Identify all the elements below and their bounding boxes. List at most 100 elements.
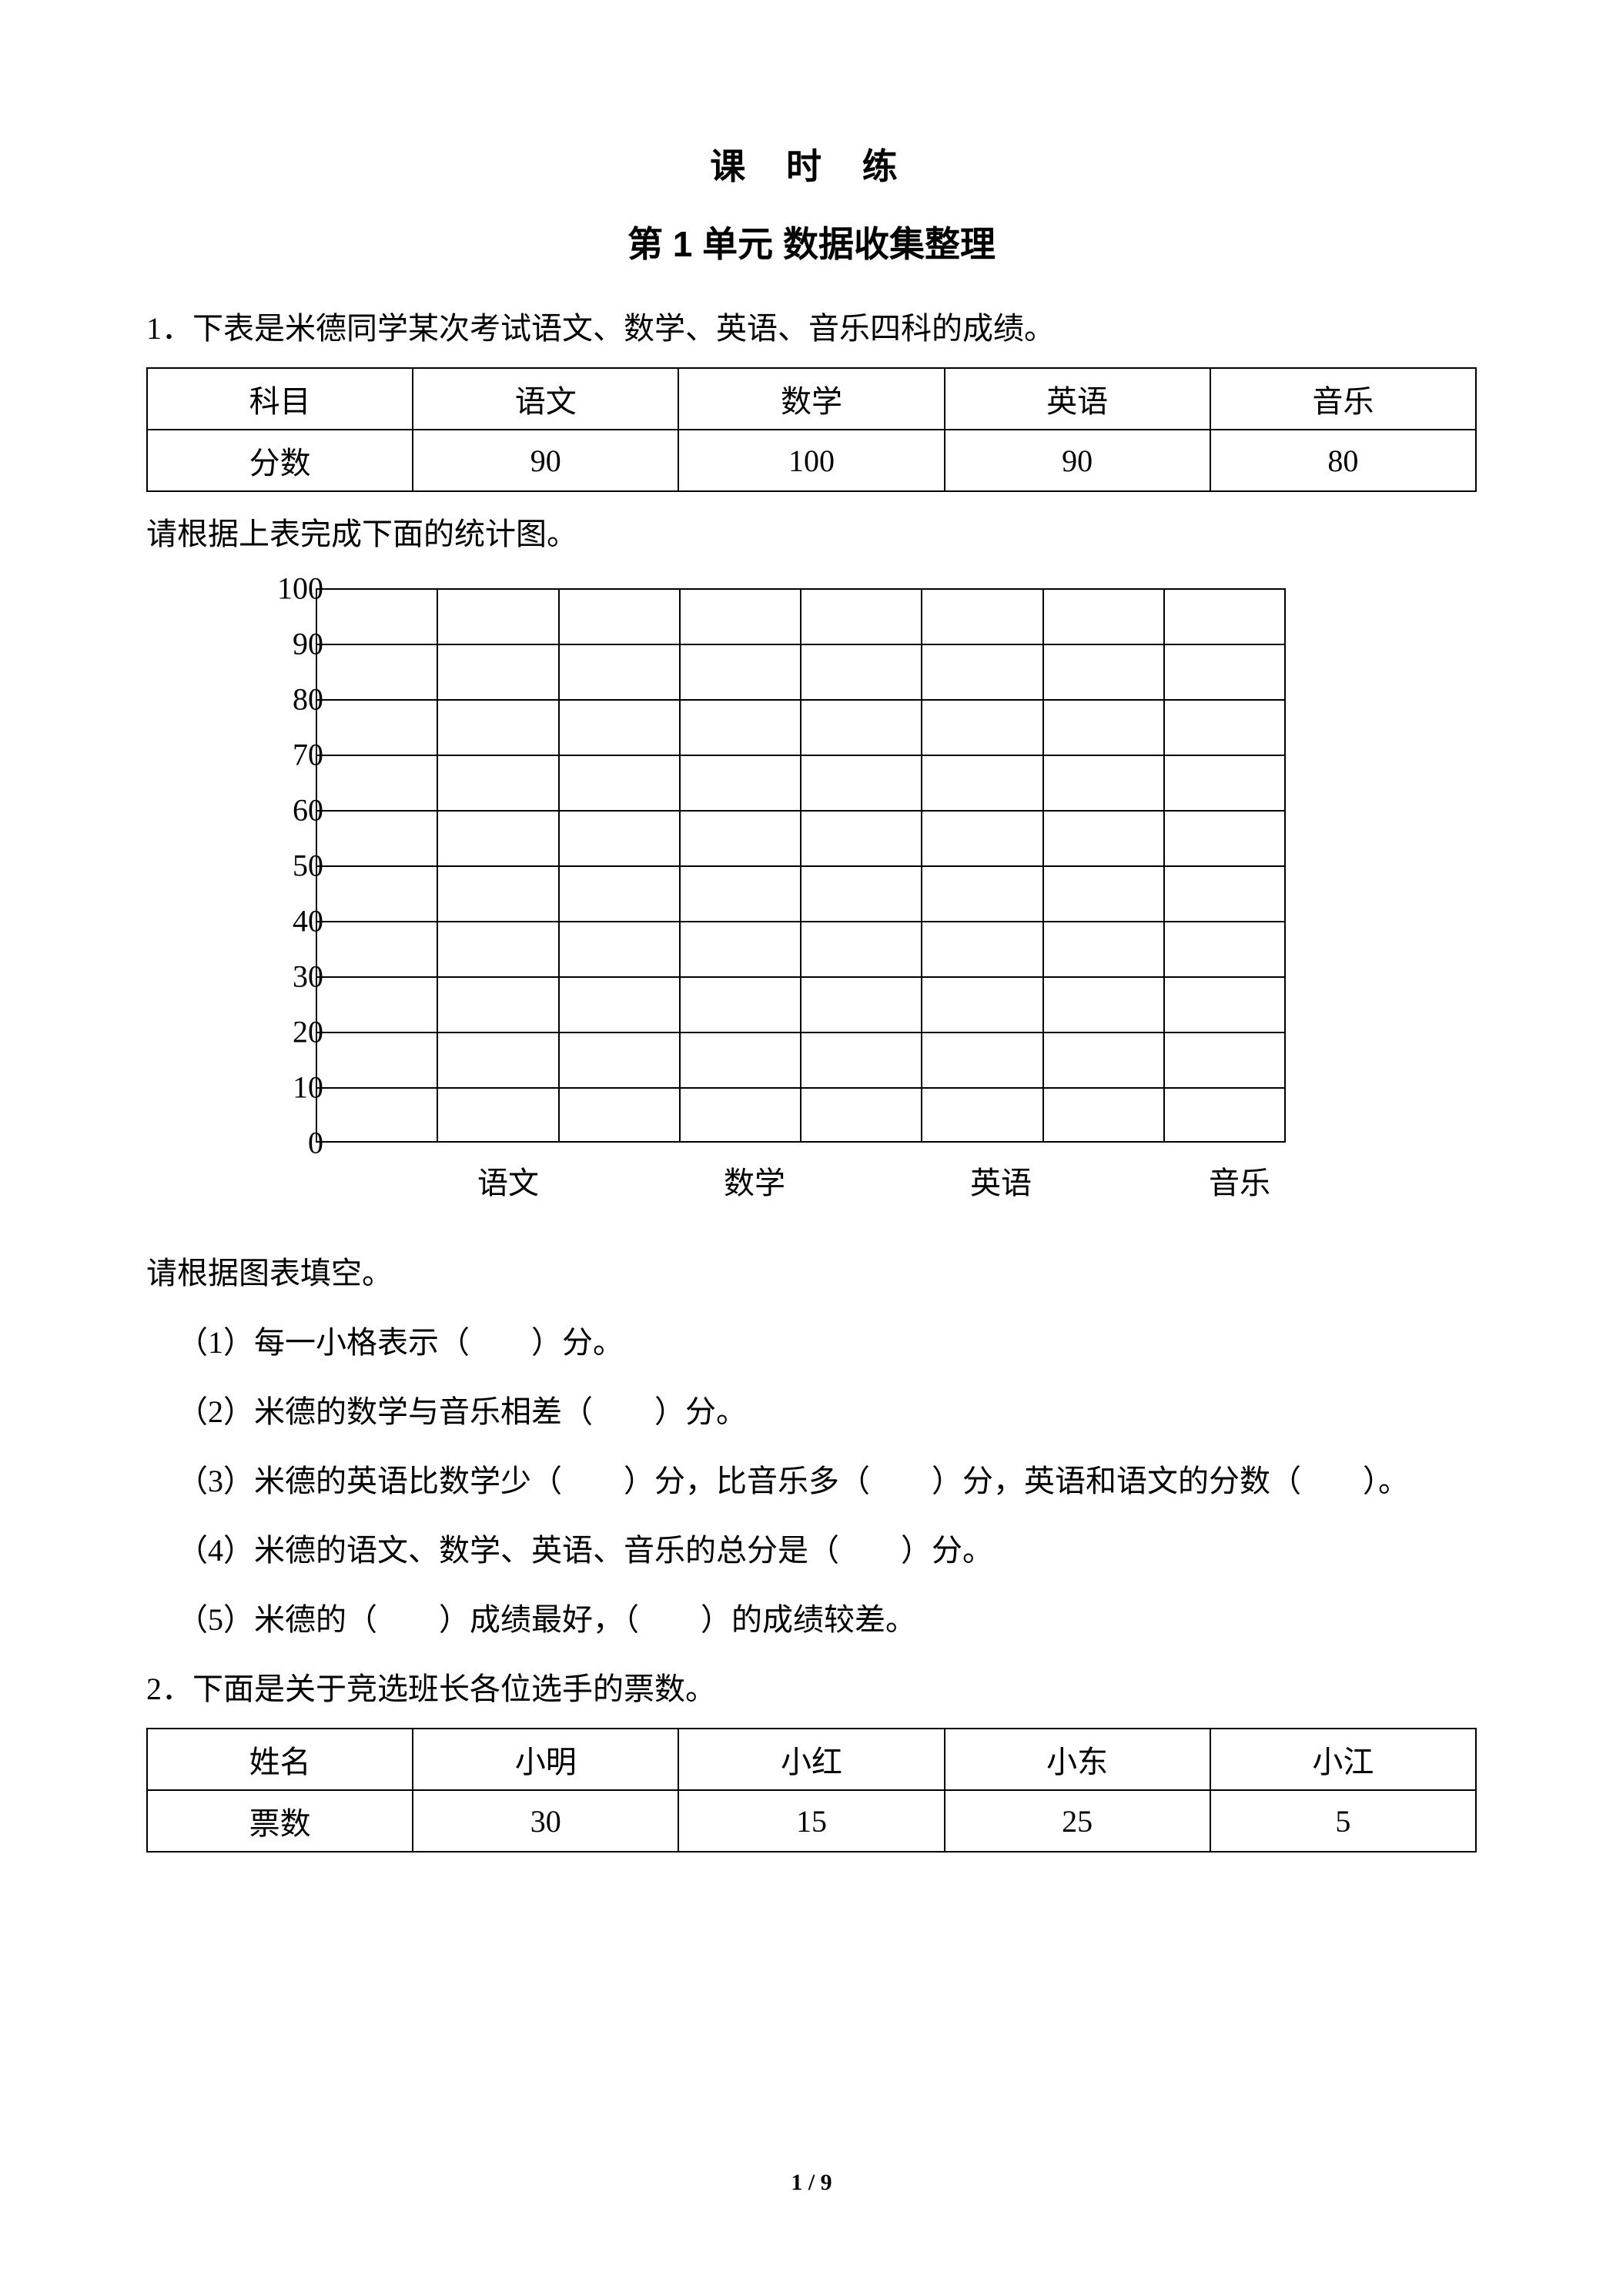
grid-cell	[681, 1033, 801, 1087]
grid-cell	[922, 1089, 1043, 1143]
table-cell: 音乐	[1210, 368, 1476, 430]
y-axis-label: 20	[246, 1014, 323, 1050]
table-cell: 小明	[413, 1729, 678, 1790]
table-cell: 数学	[678, 368, 944, 430]
table-cell: 小江	[1210, 1729, 1476, 1790]
grid-cell	[1165, 812, 1286, 865]
grid-cell	[801, 867, 922, 921]
grid-cell	[317, 978, 438, 1032]
grid-cell	[922, 645, 1043, 699]
grid-cell	[1044, 922, 1165, 976]
grid-cell	[681, 867, 801, 921]
grid-cell	[1165, 867, 1286, 921]
grid-cell	[801, 756, 922, 810]
grid-cell	[1044, 867, 1165, 921]
table-cell: 5	[1210, 1790, 1476, 1852]
grid-cell	[438, 978, 559, 1032]
grid-cell	[438, 922, 559, 976]
grid-cell	[801, 812, 922, 865]
q1-sub2: （2）米德的数学与音乐相差（ ）分。	[146, 1381, 1477, 1443]
table-cell: 80	[1210, 430, 1476, 491]
page-footer: 1 / 9	[0, 2170, 1623, 2196]
q1-sub5: （5）米德的（ ）成绩最好，（ ）的成绩较差。	[146, 1589, 1477, 1651]
grid-cell	[317, 1089, 438, 1143]
grid-row	[317, 1032, 1286, 1087]
y-axis-label: 60	[246, 792, 323, 828]
grid-cell	[801, 701, 922, 755]
grid-cell	[1044, 590, 1165, 644]
grid-cell	[1165, 1033, 1286, 1087]
table-cell: 语文	[413, 368, 678, 430]
page-title: 课 时 练	[146, 139, 1477, 189]
table-cell: 100	[678, 430, 944, 491]
grid-cell	[1044, 1033, 1165, 1087]
q1-sub1: （1）每一小格表示（ ）分。	[146, 1312, 1477, 1374]
q1-table: 科目 语文 数学 英语 音乐 分数 90 100 90 80	[146, 367, 1477, 492]
grid-cell	[922, 590, 1043, 644]
grid-row	[317, 1087, 1286, 1143]
grid-cell	[922, 701, 1043, 755]
grid-cell	[681, 756, 801, 810]
grid-cell	[922, 867, 1043, 921]
grid-cell	[681, 978, 801, 1032]
grid-row	[317, 699, 1286, 755]
grid-cell	[922, 756, 1043, 810]
grid-cell	[560, 867, 681, 921]
grid-cell	[438, 645, 559, 699]
grid-cell	[681, 922, 801, 976]
grid-cell	[560, 756, 681, 810]
grid-row	[317, 921, 1286, 976]
q1-sub4: （4）米德的语文、数学、英语、音乐的总分是（ ）分。	[146, 1520, 1477, 1581]
grid-cell	[1165, 756, 1286, 810]
y-axis-label: 70	[246, 737, 323, 773]
grid-row	[317, 644, 1286, 699]
grid-cell	[1165, 645, 1286, 699]
table-cell: 15	[678, 1790, 944, 1852]
grid-cell	[438, 756, 559, 810]
grid-cell	[1165, 922, 1286, 976]
grid-cell	[438, 812, 559, 865]
grid-cell	[560, 645, 681, 699]
grid-cell	[560, 1089, 681, 1143]
q1-sub3: （3）米德的英语比数学少（ ）分，比音乐多（ ）分，英语和语文的分数（ ）。	[146, 1451, 1477, 1512]
table-cell: 小红	[678, 1729, 944, 1790]
grid-cell	[560, 1033, 681, 1087]
grid-cell	[438, 1033, 559, 1087]
grid-cell	[801, 1033, 922, 1087]
grid-cell	[801, 645, 922, 699]
grid-cell	[1044, 645, 1165, 699]
grid-row	[317, 810, 1286, 865]
grid-cell	[317, 1033, 438, 1087]
grid-cell	[438, 1089, 559, 1143]
grid-cell	[1044, 812, 1165, 865]
table-row: 姓名 小明 小红 小东 小江	[147, 1729, 1476, 1790]
grid-row	[317, 588, 1286, 644]
grid-cell	[560, 590, 681, 644]
grid-cell	[681, 701, 801, 755]
grid-cell	[681, 1089, 801, 1143]
grid-cell	[1044, 978, 1165, 1032]
grid-cell	[1165, 978, 1286, 1032]
x-axis-label: 语文	[477, 1158, 539, 1203]
chart-grid-area	[316, 588, 1286, 1143]
grid-cell	[317, 701, 438, 755]
grid-row	[317, 755, 1286, 810]
table-row: 科目 语文 数学 英语 音乐	[147, 368, 1476, 430]
grid-cell	[922, 978, 1043, 1032]
grid-cell	[560, 978, 681, 1032]
grid-cell	[801, 1089, 922, 1143]
grid-cell	[681, 812, 801, 865]
grid-cell	[317, 590, 438, 644]
grid-cell	[922, 1033, 1043, 1087]
y-axis-label: 50	[246, 848, 323, 884]
y-axis-label: 100	[246, 571, 323, 607]
y-axis-label: 40	[246, 903, 323, 939]
q2-table: 姓名 小明 小红 小东 小江 票数 30 15 25 5	[146, 1728, 1477, 1853]
table-row: 票数 30 15 25 5	[147, 1790, 1476, 1852]
y-axis-label: 80	[246, 681, 323, 718]
grid-cell	[1165, 1089, 1286, 1143]
y-axis-label: 0	[246, 1125, 323, 1161]
grid-cell	[317, 756, 438, 810]
x-axis-label: 数学	[724, 1158, 785, 1203]
grid-cell	[681, 590, 801, 644]
